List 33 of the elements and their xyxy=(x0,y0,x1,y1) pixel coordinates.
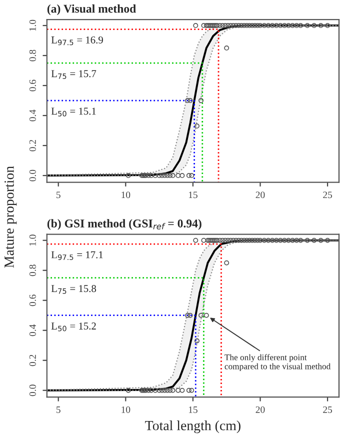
annotation: L$_{75}$ = 15.8 xyxy=(51,285,96,294)
y-tick-label: 0.8 xyxy=(29,264,36,276)
x-tick-label: 5 xyxy=(56,192,60,198)
x-tick-label: 20 xyxy=(256,192,265,198)
y-tick-label: 0.0 xyxy=(29,170,36,182)
annotation: L$_{75}$ = 15.7 xyxy=(51,70,96,79)
x-axis-title: Total length (cm) xyxy=(145,420,240,434)
annotation: L$_{97.5}$ = 16.9 xyxy=(51,36,103,46)
chart-title: (a) Visual method xyxy=(47,4,136,16)
chart-title: (b) GSI method (GSI$_{ref}$ = 0.94) xyxy=(47,219,202,230)
annotation: L$_{50}$ = 15.1 xyxy=(51,108,96,116)
y-tick-label: 0.6 xyxy=(29,294,36,306)
x-tick-label: 10 xyxy=(122,406,130,413)
y-tick-label: 0.2 xyxy=(29,140,36,152)
y-tick-label: 1.0 xyxy=(29,234,36,246)
y-tick-label: 1.0 xyxy=(29,20,36,31)
y-tick-label: 0.4 xyxy=(29,324,36,336)
y-tick-label: 0.4 xyxy=(29,110,36,122)
annotation: L$_{97.5}$ = 17.1 xyxy=(51,251,103,260)
x-tick-label: 10 xyxy=(122,192,130,198)
y-tick-label: 0.6 xyxy=(29,80,36,92)
annotation: L$_{50}$ = 15.2 xyxy=(51,322,96,332)
x-tick-label: 25 xyxy=(323,406,332,413)
x-tick-label: 25 xyxy=(323,192,332,198)
y-tick-label: 0.2 xyxy=(29,354,36,366)
x-tick-label: 15 xyxy=(188,406,198,413)
y-tick-label: 0.8 xyxy=(29,50,36,62)
y-axis-title: Mature proportion xyxy=(4,166,17,268)
x-tick-label: 15 xyxy=(188,192,198,198)
annotation: The only different point compared to the visual method xyxy=(224,354,331,372)
x-tick-label: 20 xyxy=(256,406,265,413)
y-tick-label: 0.0 xyxy=(29,384,36,396)
x-tick-label: 5 xyxy=(56,406,60,413)
